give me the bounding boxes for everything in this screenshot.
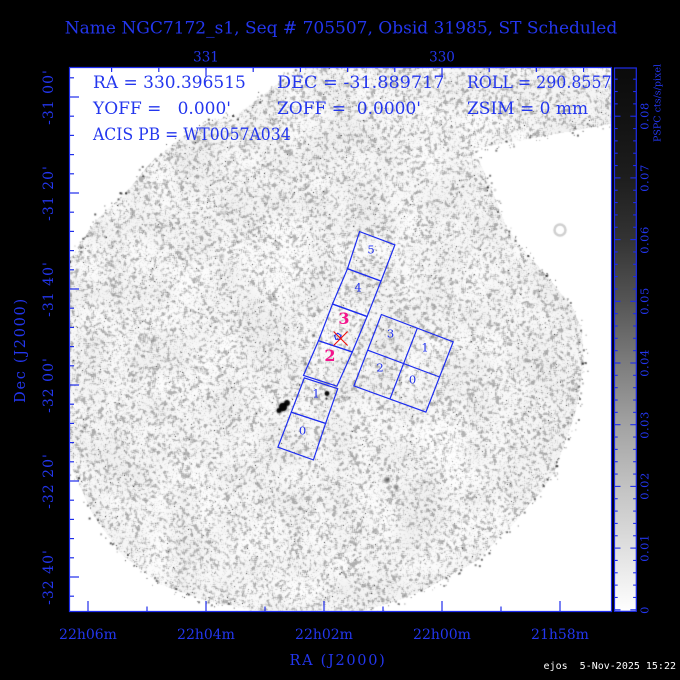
info-line3-seg0: ACIS PB = WT0057A034 [93, 125, 291, 145]
acis-s-chip-label-3: 3 [338, 308, 350, 328]
acis-i-chip-label-3: 3 [386, 325, 395, 340]
aimpoint-marker [333, 332, 342, 340]
info-line1-seg0: RA = 330.396515 [93, 72, 246, 93]
y-tick-label: -31 00' [41, 69, 57, 125]
y-tick-label: -31 20' [41, 165, 57, 221]
colorbar-tick-label: 0.04 [637, 349, 652, 377]
colorbar-tick-label: 0.07 [637, 164, 652, 192]
colorbar-unit-label: PSPC cts/s/pixel [651, 63, 663, 143]
acis-s-chip-1-outline [290, 377, 339, 425]
x-top-tick-label-331: 331 [193, 48, 219, 65]
sky-image [70, 68, 612, 612]
colorbar-tick-label: 0.01 [637, 534, 652, 562]
acis-s-chip-label-2: 2 [324, 346, 336, 365]
info-line2-seg2: ZSIM = 0 mm [467, 98, 589, 119]
y-tick-label: -31 40' [41, 261, 57, 317]
target-x-center [339, 337, 342, 340]
y-tick-label: -32 40' [41, 549, 57, 605]
colorbar-tick-label: 0.02 [637, 472, 652, 501]
info-line2-seg0: YOFF = 0.000' [93, 98, 231, 119]
colorbar-tick-label: 0 [637, 605, 652, 614]
y-axis-title: Dec (J2000) [12, 297, 29, 403]
colorbar [613, 67, 637, 612]
colorbar-tick-label: 0.05 [637, 287, 652, 316]
colorbar-tick-label: 0.03 [637, 410, 652, 439]
info-line1-seg1: DEC = -31.889717 [277, 72, 445, 93]
acis-s-chip-label-0: 0 [298, 422, 307, 437]
x-tick-label-22h04m: 22h04m [177, 626, 235, 643]
acis-i-chip-label-1: 1 [421, 339, 429, 354]
colorbar-tick-label: 0.08 [637, 102, 652, 130]
acis-s-chip-5-outline [346, 230, 396, 282]
acis-s-chip-label-4: 4 [354, 279, 362, 294]
info-line1-seg2: ROLL = 290.8557 [467, 72, 612, 93]
x-axis-title: RA (J2000) [289, 652, 387, 669]
acis-i-outline [353, 313, 454, 413]
acis-i-chip-label-0: 0 [408, 372, 417, 387]
colorbar-tick-label: 0.06 [637, 225, 652, 254]
y-tick-label: -32 00' [41, 357, 57, 413]
acis-s-chip-label-1: 1 [312, 386, 320, 401]
acis-i-chip-label-2: 2 [376, 360, 384, 375]
status-stamp: ejos 5-Nov-2025 15:22 [543, 661, 676, 672]
acis-i-divider-1 [389, 327, 418, 400]
acis-s-chip-label-5: 5 [367, 241, 375, 256]
x-tick-label-22h06m: 22h06m [59, 626, 117, 643]
y-tick-label: -32 20' [41, 453, 57, 509]
x-tick-label-22h00m: 22h00m [413, 626, 471, 643]
page-title: Name NGC7172_s1, Seq # 705507, Obsid 319… [64, 18, 618, 39]
info-line2-seg1: ZOFF = 0.0000' [277, 98, 421, 119]
plot-border [68, 66, 613, 613]
x-tick-label-21h58m: 21h58m [531, 626, 589, 643]
x-tick-label-22h02m: 22h02m [295, 626, 353, 643]
x-top-tick-label-330: 330 [429, 48, 455, 65]
